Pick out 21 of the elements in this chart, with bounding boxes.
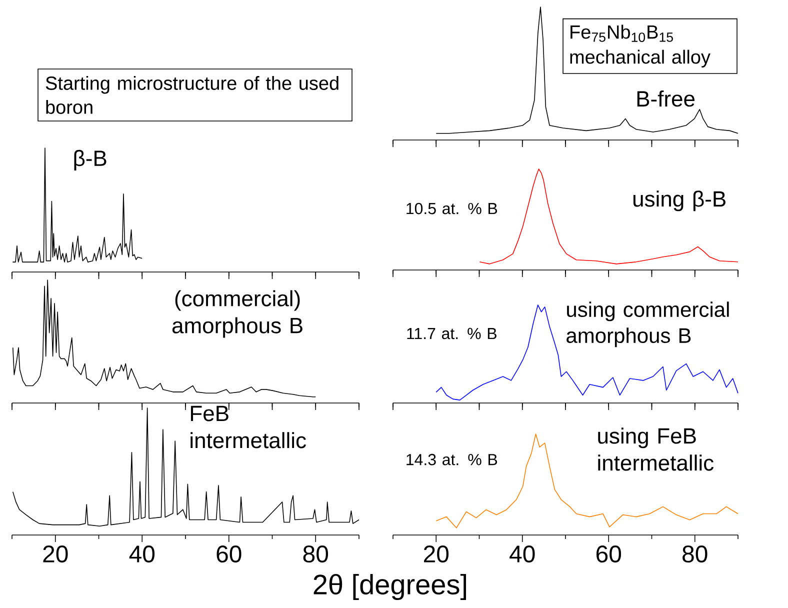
series-label: using commercial amorphous B xyxy=(566,302,729,348)
x-tick-label: 60 xyxy=(216,546,242,563)
x-axis-title: 2θ [degrees] xyxy=(314,574,466,600)
series-label: B-free xyxy=(637,90,695,107)
annotation: 10.5 at. % B xyxy=(406,202,498,214)
annotation: Fe$_{75}$Nb$_{10}$B$_{15}$ mechanical alloy xyxy=(570,24,710,68)
series-label: β-B xyxy=(74,150,106,170)
x-tick-label: 60 xyxy=(596,546,622,563)
x-tick-label: 40 xyxy=(129,546,155,563)
text: (commercial) amorphous B xyxy=(172,290,302,338)
annotation: 11.7 at. % B xyxy=(407,328,496,340)
series-label: using FeB intermetallic xyxy=(598,428,714,471)
x-tick-label: 80 xyxy=(303,546,328,563)
x-tick-label: 20 xyxy=(424,546,449,563)
series-label: FeB intermetallic xyxy=(190,406,306,448)
x-tick-label: 20 xyxy=(43,546,68,563)
annotation: 14.3 at. % B xyxy=(406,454,498,466)
x-tick-label: 40 xyxy=(510,546,535,563)
x-tick-label: 80 xyxy=(682,546,708,563)
text: Starting microstructure of the used boron xyxy=(46,76,338,114)
text: using β-B xyxy=(633,190,726,212)
